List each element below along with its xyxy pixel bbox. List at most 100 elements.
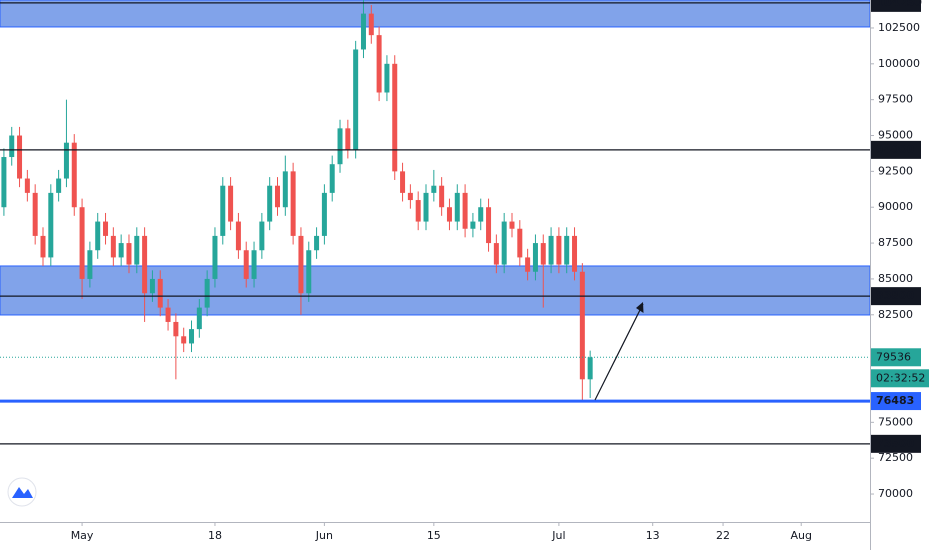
level-label: 94000 [876,143,915,156]
candle-body [165,307,171,322]
candle-body [48,192,54,258]
x-tick-label: 22 [716,529,730,542]
y-tick-label: 90000 [878,200,913,213]
candle-body [24,178,30,193]
candle-body [63,142,69,179]
candle-body [173,321,179,337]
candle-body [423,192,429,222]
candle-body [220,185,226,236]
candle-body [259,221,265,251]
axes: 70000 72500 75000 82500 85000 87500 90000 92500… [71,0,929,542]
candle-body [126,243,132,265]
candle-body [454,192,460,222]
candle-body [189,329,195,344]
candle-body [32,192,38,236]
candle-body [56,178,62,193]
y-tick-label: 70000 [878,487,913,500]
candle-body [17,135,23,179]
level-label: 104250 [876,0,922,9]
candle-body [446,207,452,222]
y-tick-label: 72500 [878,451,913,464]
countdown-box [871,369,929,388]
candle-body [40,235,46,258]
candle-body [142,235,148,294]
candle-body [337,128,343,165]
candle-body [298,235,304,294]
candle-body [407,192,413,201]
x-tick-label: 13 [646,529,660,542]
candle-body [306,250,312,294]
candle-body [204,278,210,308]
y-tick-label: 82500 [878,308,913,321]
candle-body [431,185,437,193]
y-tick-label: 102500 [878,21,920,34]
candle-body [556,235,562,265]
candle-body [79,207,85,279]
candle-body [290,171,296,236]
candle-body [267,185,273,222]
candle-body [376,35,382,93]
candle-body [384,63,390,93]
candle-body [228,185,234,222]
candle-body [243,250,249,279]
x-tick-label: May [71,529,94,542]
candle-body [71,142,77,208]
candle-body [321,192,327,236]
candle-body [486,207,492,244]
candle-body [572,235,578,272]
level-label-box [871,392,921,411]
candle-body [329,164,335,193]
level-label-box [871,140,921,159]
y-tick-label: 100000 [878,57,920,70]
y-tick-label: 87500 [878,236,913,249]
candle-body [282,171,288,208]
candle-body [1,157,7,208]
candle-body [368,13,374,36]
x-tick-label: Aug [790,529,811,542]
level-label-box [871,287,921,306]
candle-body [360,13,366,50]
x-tick-label: Jul [551,529,565,542]
candle-body [439,185,445,208]
candle-body [274,185,280,208]
level-label: 76483 [876,394,914,407]
logo [7,477,37,507]
level-label: 83800 [876,289,915,302]
candle-body [134,235,140,265]
level-label-box [871,0,921,12]
candle-body [345,128,351,150]
candle-body [517,228,523,258]
candle-body [110,235,116,258]
plot-area [0,0,870,445]
candle-body [181,336,187,344]
candle-body [540,243,546,265]
candle-body [462,192,468,229]
candle-body [400,171,406,193]
y-tick-label: 85000 [878,272,913,285]
candle-body [493,243,499,265]
candle-body [196,307,202,330]
candle-body [212,235,218,279]
annotation-arrow [594,303,644,401]
candle-body [392,63,398,172]
candle-body [149,278,155,294]
candle-body [415,200,421,222]
x-tick-label: 18 [208,529,222,542]
last-price-label: 79536 [876,350,911,363]
y-tick-label: 92500 [878,164,913,177]
candle-body [501,221,507,265]
candle-body [548,235,554,265]
y-tick-label: 75000 [878,415,913,428]
candle-body [579,271,585,380]
candle-body [525,257,531,272]
candle-body [235,221,241,251]
level-label-box [871,434,921,453]
candle-body [478,207,484,222]
candle-body [470,221,476,229]
countdown-label: 02:32:52 [876,371,925,384]
zone [0,0,870,28]
candle-body [564,235,570,265]
candle-body [532,243,538,272]
candle-body [157,278,163,308]
